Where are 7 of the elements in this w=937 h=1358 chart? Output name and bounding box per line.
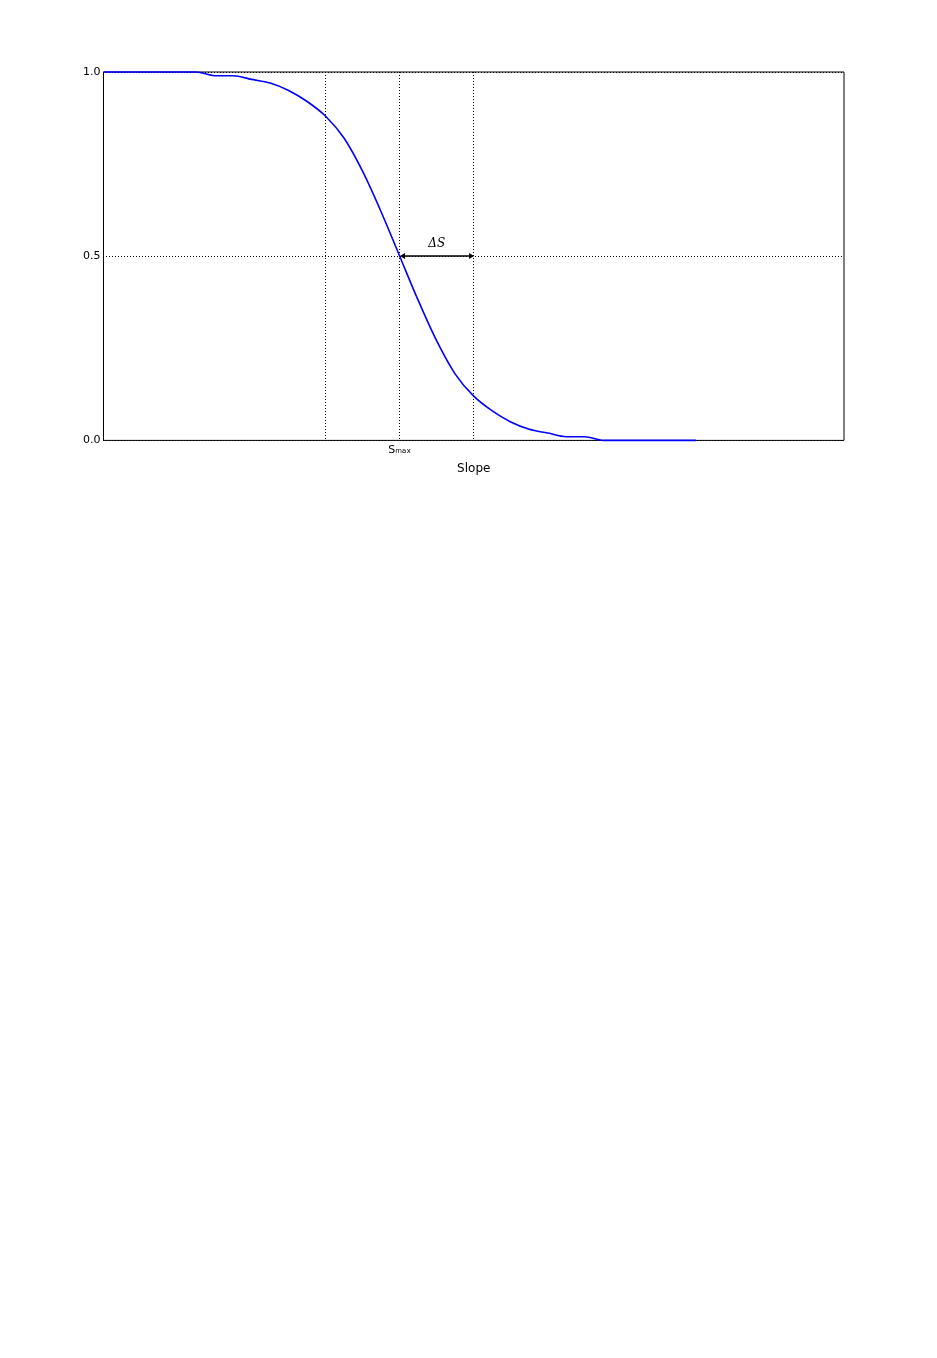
y-tick-label: 1.0	[82, 64, 101, 78]
annotation: ΔS	[427, 236, 446, 251]
y-tick-label: 0.0	[82, 433, 101, 447]
x-axis-title: Slope	[457, 460, 491, 475]
y-tick-label: 0.5	[82, 249, 101, 263]
x-tick-label: Sₘₐₓ	[388, 442, 412, 456]
line-series	[102, 71, 697, 442]
